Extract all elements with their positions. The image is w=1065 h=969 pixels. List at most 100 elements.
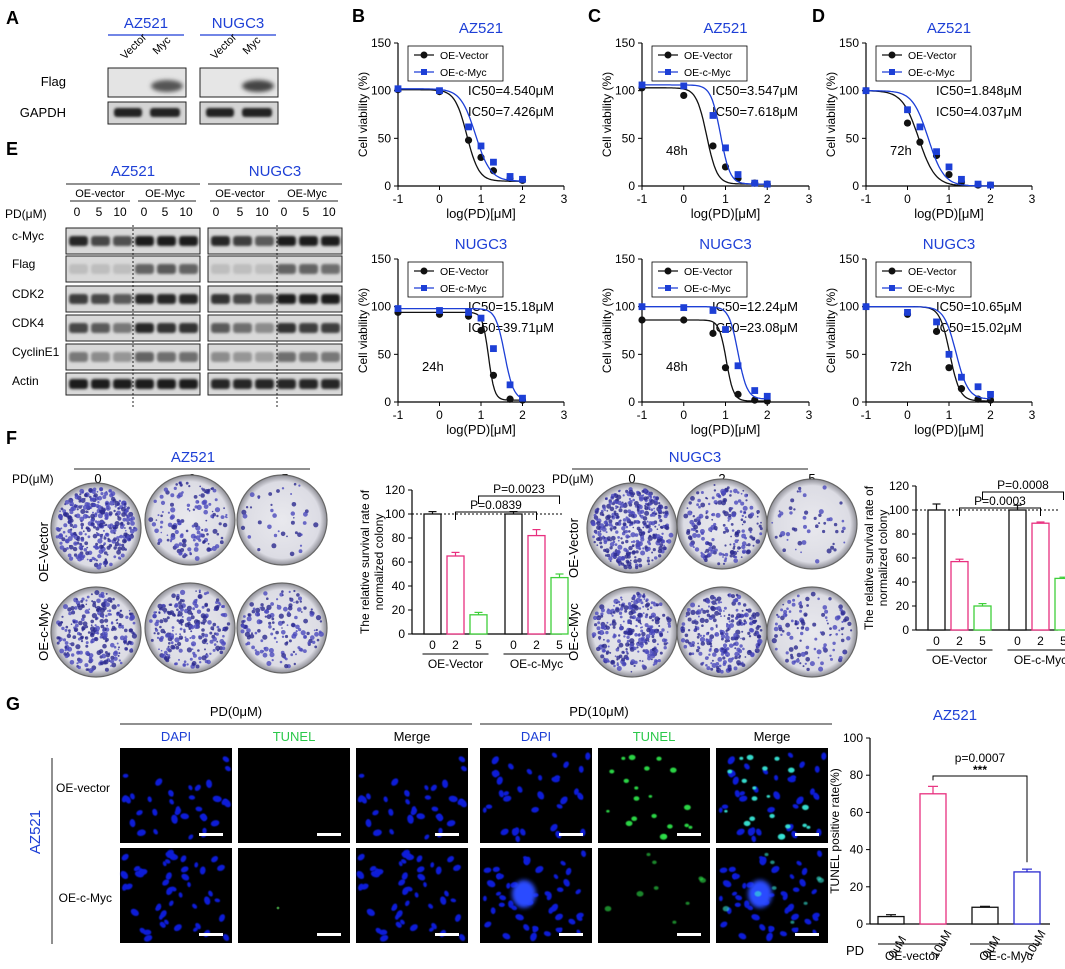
colony-row-myc-nu: OE-c-Myc	[566, 603, 581, 661]
ic50-vector: IC50=12.24μM	[712, 299, 798, 314]
data-point	[394, 305, 402, 312]
data-point	[477, 314, 485, 322]
blot-band	[135, 236, 154, 246]
blot-band	[321, 352, 340, 362]
microscopy-image	[598, 748, 710, 843]
dose-e-9: 10	[255, 205, 269, 219]
blot-band	[91, 379, 110, 389]
y-tick-label: 50	[378, 347, 392, 361]
blot-band	[91, 323, 110, 333]
blot-band	[299, 264, 318, 274]
data-point	[477, 142, 485, 150]
blot-band	[179, 323, 198, 333]
blot-band	[277, 379, 296, 389]
blot-label-cdk2: CDK2	[12, 287, 44, 301]
y-tick-label: 150	[371, 252, 391, 266]
data-point	[932, 327, 941, 336]
x-tick-label: 3	[806, 408, 813, 422]
y-tick-label: 40	[850, 843, 864, 857]
blot-band	[233, 294, 252, 304]
blot-band	[299, 379, 318, 389]
ic50-myc: IC50=4.037μM	[936, 104, 1022, 119]
x-tick-label: 0	[436, 408, 443, 422]
blot-band	[233, 236, 252, 246]
lane-vector-1: Vector	[119, 31, 150, 62]
colony-plate	[50, 482, 142, 574]
dose-e-8: 5	[237, 205, 244, 219]
microscopy-image	[238, 748, 350, 843]
scale-bar	[435, 833, 459, 836]
blot-e-title-nugc3: NUGC3	[249, 163, 302, 180]
blot-label-flag: Flag	[41, 74, 66, 89]
blot-band	[299, 323, 318, 333]
x-tick-label: 3	[561, 408, 568, 422]
group-oe-myc-2: OE-Myc	[287, 188, 327, 200]
data-point	[862, 87, 870, 95]
data-point	[477, 326, 485, 335]
data-point	[709, 329, 717, 337]
bar	[527, 534, 546, 635]
data-point	[638, 316, 646, 324]
data-point	[957, 385, 966, 393]
microscopy-pd10-label: PD(10μM)	[569, 704, 629, 719]
category-label: 0	[510, 638, 517, 652]
data-point	[734, 390, 742, 398]
data-point	[945, 350, 953, 358]
data-point	[916, 123, 924, 131]
blot-label-cdk4: CDK4	[12, 316, 44, 330]
lane-myc-1: Myc	[151, 34, 174, 57]
group-oe-myc-1: OE-Myc	[145, 188, 185, 200]
curve-title: AZ521	[459, 20, 503, 37]
microscopy-image	[120, 748, 232, 843]
x-tick-label: 2	[764, 408, 771, 422]
legend-entry: OE-Vector	[440, 266, 489, 278]
microscopy-image	[356, 748, 468, 843]
microscopy-image	[716, 848, 828, 943]
panel-letter-a: A	[6, 8, 19, 28]
dose-e-6: 10	[179, 205, 193, 219]
group-label: OE-Vector	[932, 653, 987, 667]
series-line-myc	[642, 306, 768, 400]
data-point	[394, 85, 402, 93]
blot-band	[91, 352, 110, 362]
data-point	[916, 138, 924, 146]
y-tick-label: 60	[850, 805, 864, 819]
microscopy-row-az521: AZ521	[27, 810, 44, 854]
row-oe-vector-g: OE-vector	[56, 781, 110, 795]
colony-row-myc-az: OE-c-Myc	[36, 603, 51, 661]
y-tick-label: 50	[846, 347, 860, 361]
series-line-myc	[398, 307, 523, 399]
time-label: 48h	[666, 143, 688, 158]
category-label: 5	[556, 638, 563, 652]
x-tick-label: 3	[561, 192, 568, 206]
y-axis-label: Cell viability (%)	[600, 72, 614, 157]
x-tick-label: -1	[861, 408, 872, 422]
data-point	[933, 318, 940, 326]
bar	[1008, 509, 1027, 631]
y-tick-label: 150	[615, 252, 635, 266]
ic50-myc: IC50=15.02μM	[936, 320, 1022, 335]
y-axis-label: normalized colony	[876, 510, 890, 607]
y-tick-label: 60	[392, 555, 406, 569]
lane-vector-2: Vector	[209, 31, 240, 62]
significance-bracket	[455, 511, 537, 520]
series-line-myc	[866, 306, 991, 400]
y-tick-label: 20	[850, 880, 864, 894]
dose-e-5: 5	[162, 205, 169, 219]
ic50-myc: IC50=7.426μM	[468, 104, 554, 119]
significance-bracket	[478, 495, 560, 504]
data-point	[506, 173, 514, 180]
category-label: 5	[475, 638, 482, 652]
dose-e-3: 10	[113, 205, 127, 219]
ic50-myc: IC50=39.71μM	[468, 320, 554, 335]
blot-band	[113, 294, 132, 304]
curve-title: AZ521	[927, 20, 971, 37]
y-tick-label: 0	[628, 395, 635, 409]
data-point	[490, 158, 497, 166]
y-tick-label: 20	[392, 603, 406, 617]
